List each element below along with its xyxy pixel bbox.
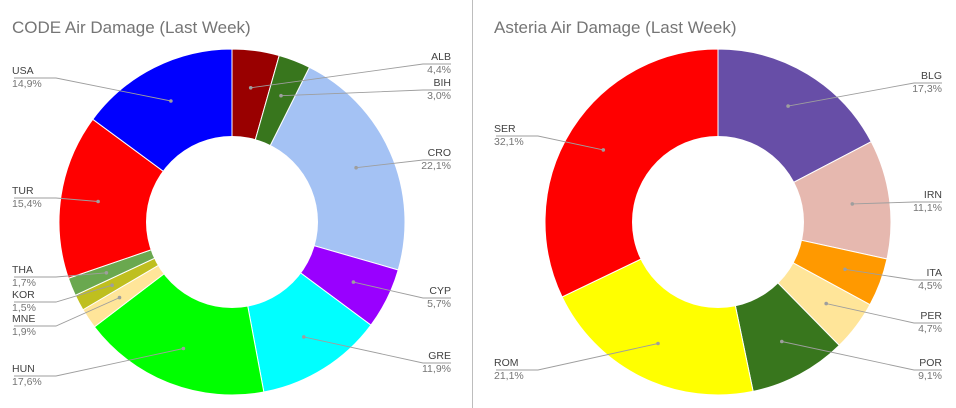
category-label-ser: SER bbox=[494, 123, 516, 135]
category-label-rom: ROM bbox=[494, 357, 519, 369]
leader-line-irn bbox=[852, 201, 942, 205]
value-label-cro: 22,1% bbox=[421, 160, 451, 172]
leader-dot-rom bbox=[656, 341, 660, 346]
leader-dot-usa bbox=[169, 99, 173, 103]
leader-line-ita bbox=[844, 268, 942, 281]
value-label-per: 4,7% bbox=[918, 323, 942, 335]
leader-line-hun bbox=[14, 348, 184, 377]
leader-line-cro bbox=[356, 159, 451, 169]
leader-line-mne bbox=[14, 297, 120, 327]
category-label-por: POR bbox=[919, 357, 942, 369]
leader-line-alb bbox=[250, 63, 451, 89]
leader-dot-ser bbox=[601, 148, 606, 152]
category-label-ita: ITA bbox=[926, 267, 942, 279]
code-air-damage-chart: CODE Air Damage (Last Week) ALB4,4%BIH3,… bbox=[12, 18, 451, 396]
value-label-rom: 21,1% bbox=[494, 370, 524, 382]
leader-line-por bbox=[781, 341, 942, 371]
value-label-ser: 32,1% bbox=[494, 136, 524, 148]
leader-line-bih bbox=[280, 89, 451, 97]
category-label-tur: TUR bbox=[12, 185, 34, 197]
value-label-irn: 11,1% bbox=[913, 202, 942, 214]
value-label-tur: 15,4% bbox=[12, 198, 42, 210]
value-label-alb: 4,4% bbox=[427, 64, 451, 76]
leader-dot-cro bbox=[354, 165, 358, 170]
slice-tur bbox=[58, 118, 234, 279]
leader-line-gre bbox=[303, 336, 451, 364]
chart-title: CODE Air Damage (Last Week) bbox=[12, 18, 251, 37]
category-label-irn: IRN bbox=[924, 189, 942, 201]
value-label-hun: 17,6% bbox=[12, 376, 42, 388]
leader-dot-per bbox=[824, 301, 828, 306]
category-label-gre: GRE bbox=[428, 350, 451, 362]
value-label-bih: 3,0% bbox=[427, 90, 451, 102]
leader-dot-kor bbox=[110, 283, 114, 288]
category-label-tha: THA bbox=[12, 264, 33, 276]
value-label-mne: 1,9% bbox=[12, 326, 36, 338]
donut-hole bbox=[146, 136, 318, 308]
value-label-usa: 14,9% bbox=[12, 78, 42, 90]
leader-dot-mne bbox=[117, 295, 122, 300]
leader-dot-hun bbox=[181, 346, 186, 351]
leader-dot-ita bbox=[843, 267, 847, 272]
leader-dot-blg bbox=[786, 104, 790, 108]
leader-dot-tur bbox=[96, 199, 100, 204]
leader-line-rom bbox=[496, 343, 659, 371]
category-label-bih: BIH bbox=[433, 77, 451, 89]
category-label-mne: MNE bbox=[12, 313, 35, 325]
value-label-gre: 11,9% bbox=[422, 363, 451, 375]
category-label-cro: CRO bbox=[428, 147, 451, 159]
value-label-ita: 4,5% bbox=[918, 280, 942, 292]
leader-dot-gre bbox=[302, 335, 306, 339]
leader-dot-alb bbox=[248, 86, 253, 90]
donut-hole bbox=[632, 136, 804, 308]
leader-dot-por bbox=[780, 339, 784, 344]
category-label-alb: ALB bbox=[431, 51, 451, 63]
value-label-blg: 17,3% bbox=[912, 83, 942, 95]
leader-dot-bih bbox=[279, 93, 283, 98]
chart-title: Asteria Air Damage (Last Week) bbox=[494, 18, 737, 37]
value-label-cyp: 5,7% bbox=[427, 298, 451, 310]
leader-line-blg bbox=[788, 82, 942, 107]
leader-line-per bbox=[826, 303, 942, 324]
leader-line-usa bbox=[14, 77, 171, 102]
value-label-kor: 1,5% bbox=[12, 302, 36, 314]
category-label-usa: USA bbox=[12, 65, 34, 77]
category-label-per: PER bbox=[920, 310, 942, 322]
category-label-hun: HUN bbox=[12, 363, 35, 375]
leader-dot-tha bbox=[104, 271, 109, 275]
chart-divider bbox=[472, 0, 473, 408]
value-label-tha: 1,7% bbox=[12, 277, 36, 289]
leader-line-kor bbox=[14, 284, 113, 303]
leader-dot-cyp bbox=[351, 280, 356, 284]
category-label-blg: BLG bbox=[921, 70, 942, 82]
category-label-cyp: CYP bbox=[429, 285, 451, 297]
category-label-kor: KOR bbox=[12, 289, 35, 301]
value-label-por: 9,1% bbox=[918, 370, 942, 382]
leader-line-ser bbox=[496, 135, 604, 151]
leader-line-cyp bbox=[353, 281, 451, 299]
leader-line-tha bbox=[14, 272, 107, 278]
leader-line-tur bbox=[14, 197, 99, 202]
leader-dot-irn bbox=[850, 202, 855, 206]
